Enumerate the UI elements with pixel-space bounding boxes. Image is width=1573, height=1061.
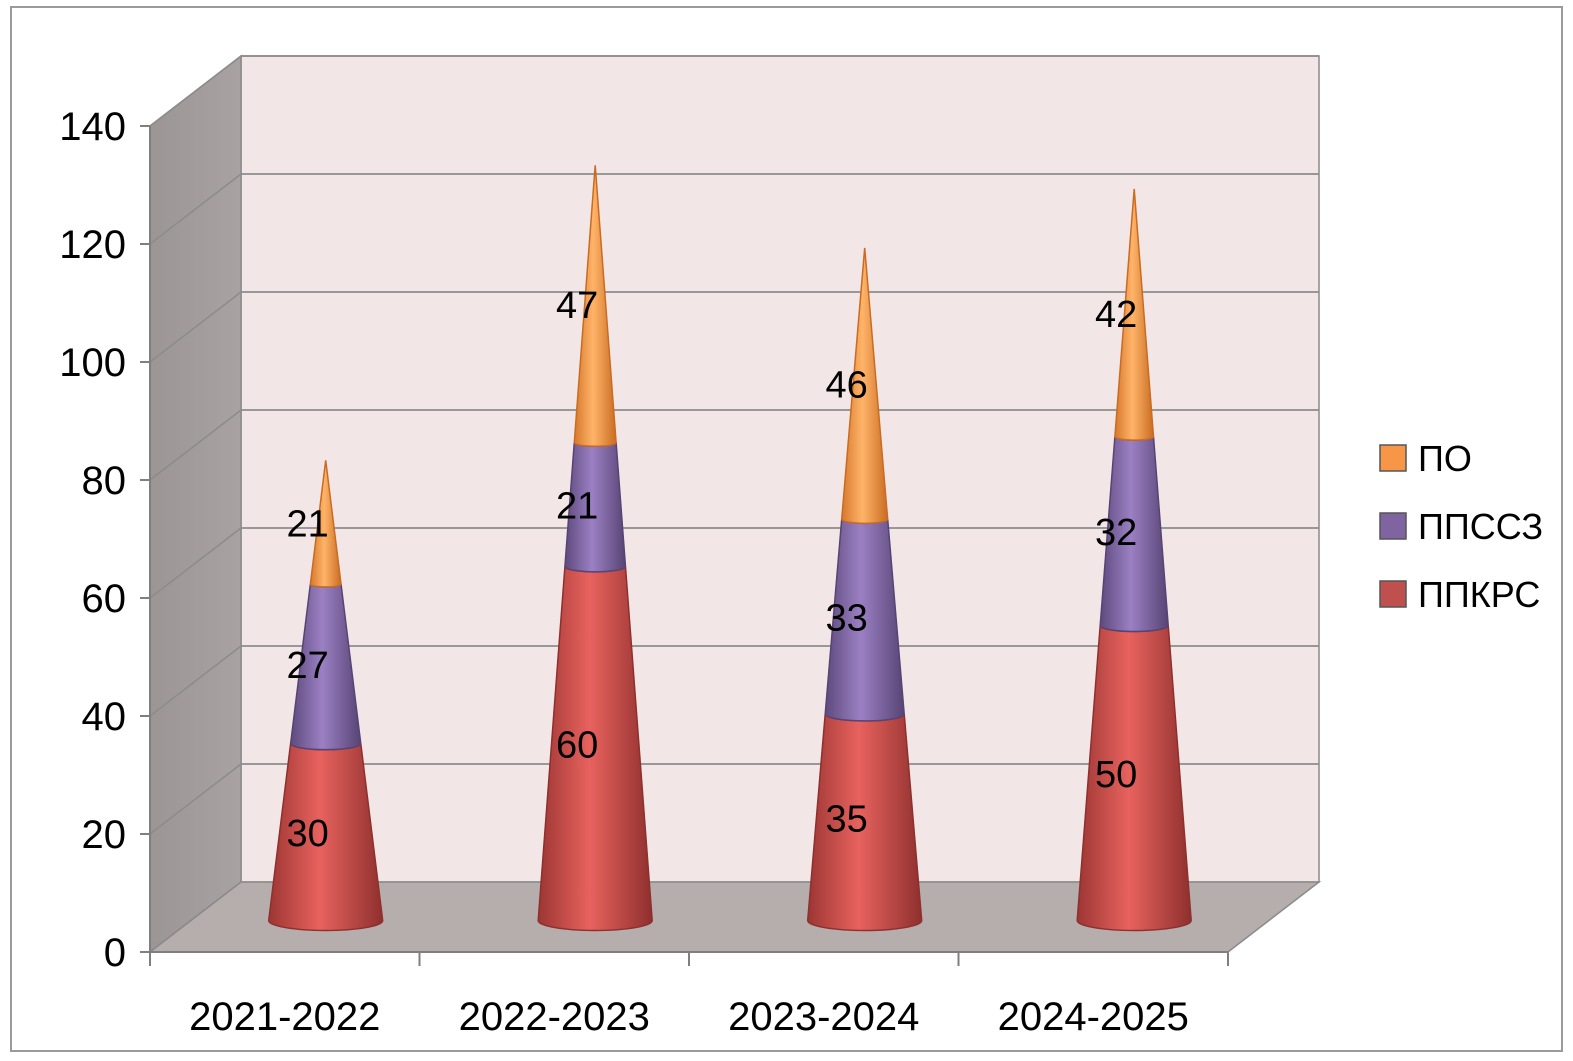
chart-walls [147, 54, 1322, 954]
data-label: 42 [1095, 294, 1137, 336]
data-label: 21 [287, 503, 329, 545]
gridline-side [149, 291, 242, 363]
y-tick-label: 60 [82, 577, 127, 621]
legend-swatch [1379, 512, 1407, 540]
y-tick-label: 40 [82, 695, 127, 739]
data-label: 21 [556, 486, 598, 528]
gridline-side [149, 763, 242, 835]
axes: 0 20 40 60 80 100 120 140 2021-2022 2022-2023 2023… [59, 105, 1229, 1039]
data-label: 47 [556, 285, 598, 327]
cone-segment [840, 247, 889, 525]
y-tick-label: 140 [59, 105, 126, 149]
data-label: 60 [556, 725, 598, 767]
cone-segment [1114, 188, 1155, 441]
plot-area [267, 165, 1192, 932]
data-label: 30 [287, 813, 329, 855]
x-tick-label: 2022-2023 [459, 995, 650, 1039]
legend: ПО ППССЗ ППКРС [1379, 438, 1543, 615]
x-tick-label: 2024-2025 [998, 995, 1189, 1039]
data-label: 50 [1095, 754, 1137, 796]
legend-label: ППКРС [1418, 574, 1540, 615]
cone-segment [309, 460, 342, 588]
y-tick-label: 20 [82, 813, 127, 857]
data-labels: 30 27 21 60 21 47 35 33 46 50 32 42 [287, 285, 1138, 855]
x-tick-label: 2021-2022 [189, 995, 380, 1039]
y-tick-label: 80 [82, 459, 127, 503]
side-wall [149, 54, 242, 954]
gridline-side [149, 645, 242, 717]
y-tick-label: 120 [59, 223, 126, 267]
data-label: 33 [826, 598, 868, 640]
legend-swatch [1379, 580, 1407, 608]
gridline-side [149, 409, 242, 481]
cone-segment [573, 165, 617, 448]
legend-label: ПО [1418, 438, 1472, 479]
legend-swatch [1379, 444, 1407, 472]
x-tick-label: 2023-2024 [728, 995, 919, 1039]
data-label: 32 [1095, 512, 1137, 554]
gridline-side [149, 173, 242, 245]
data-label: 46 [826, 365, 868, 407]
gridline-side [149, 55, 242, 127]
data-label: 27 [287, 645, 329, 687]
gridline-side [149, 527, 242, 599]
legend-label: ППССЗ [1418, 506, 1543, 547]
y-tick-label: 0 [104, 931, 126, 975]
data-label: 35 [826, 798, 868, 840]
y-tick-label: 100 [59, 341, 126, 385]
